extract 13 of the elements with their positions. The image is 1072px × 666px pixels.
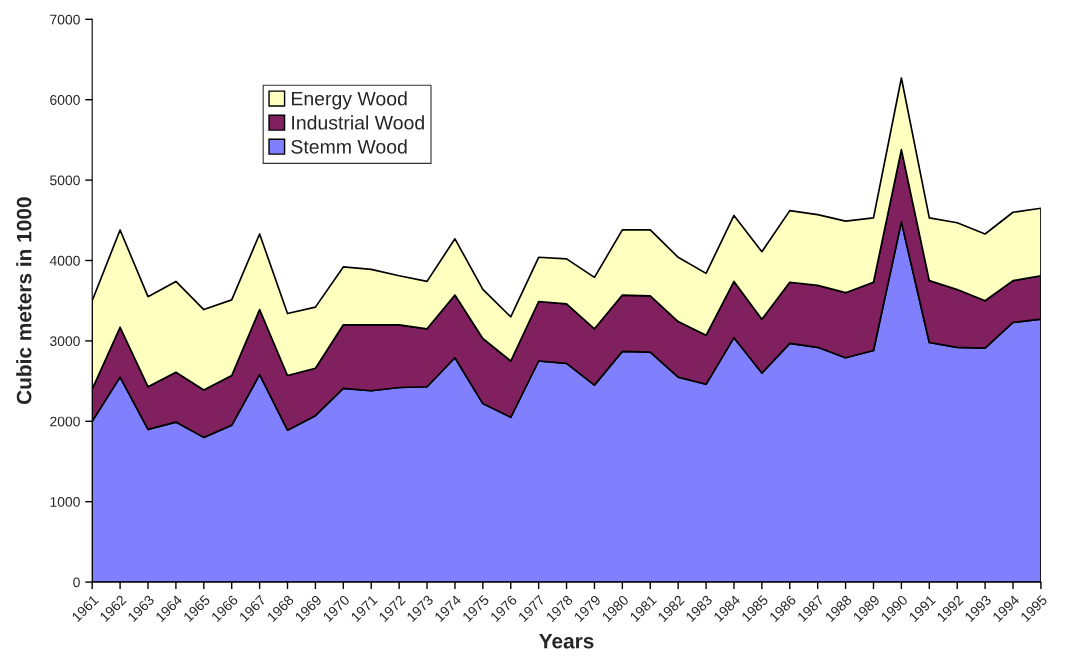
y-tick-label: 3000 bbox=[50, 336, 80, 347]
y-tick-label: 7000 bbox=[50, 14, 80, 25]
y-tick-label: 4000 bbox=[49, 255, 80, 266]
y-tick-label: 6000 bbox=[50, 95, 80, 105]
y-tick-label: 2000 bbox=[50, 416, 80, 427]
legend-label: Energy Wood bbox=[292, 91, 407, 110]
y-axis-title: Cubic meters in 1000 bbox=[16, 197, 32, 405]
y-tick-label: 5000 bbox=[50, 175, 80, 186]
x-axis-title: Years bbox=[539, 633, 594, 649]
y-tick-label: 1000 bbox=[50, 497, 80, 507]
legend-label: Industrial Wood bbox=[292, 115, 424, 130]
y-tick-label: 0 bbox=[73, 577, 80, 588]
legend-label: Stemm Wood bbox=[291, 139, 407, 154]
